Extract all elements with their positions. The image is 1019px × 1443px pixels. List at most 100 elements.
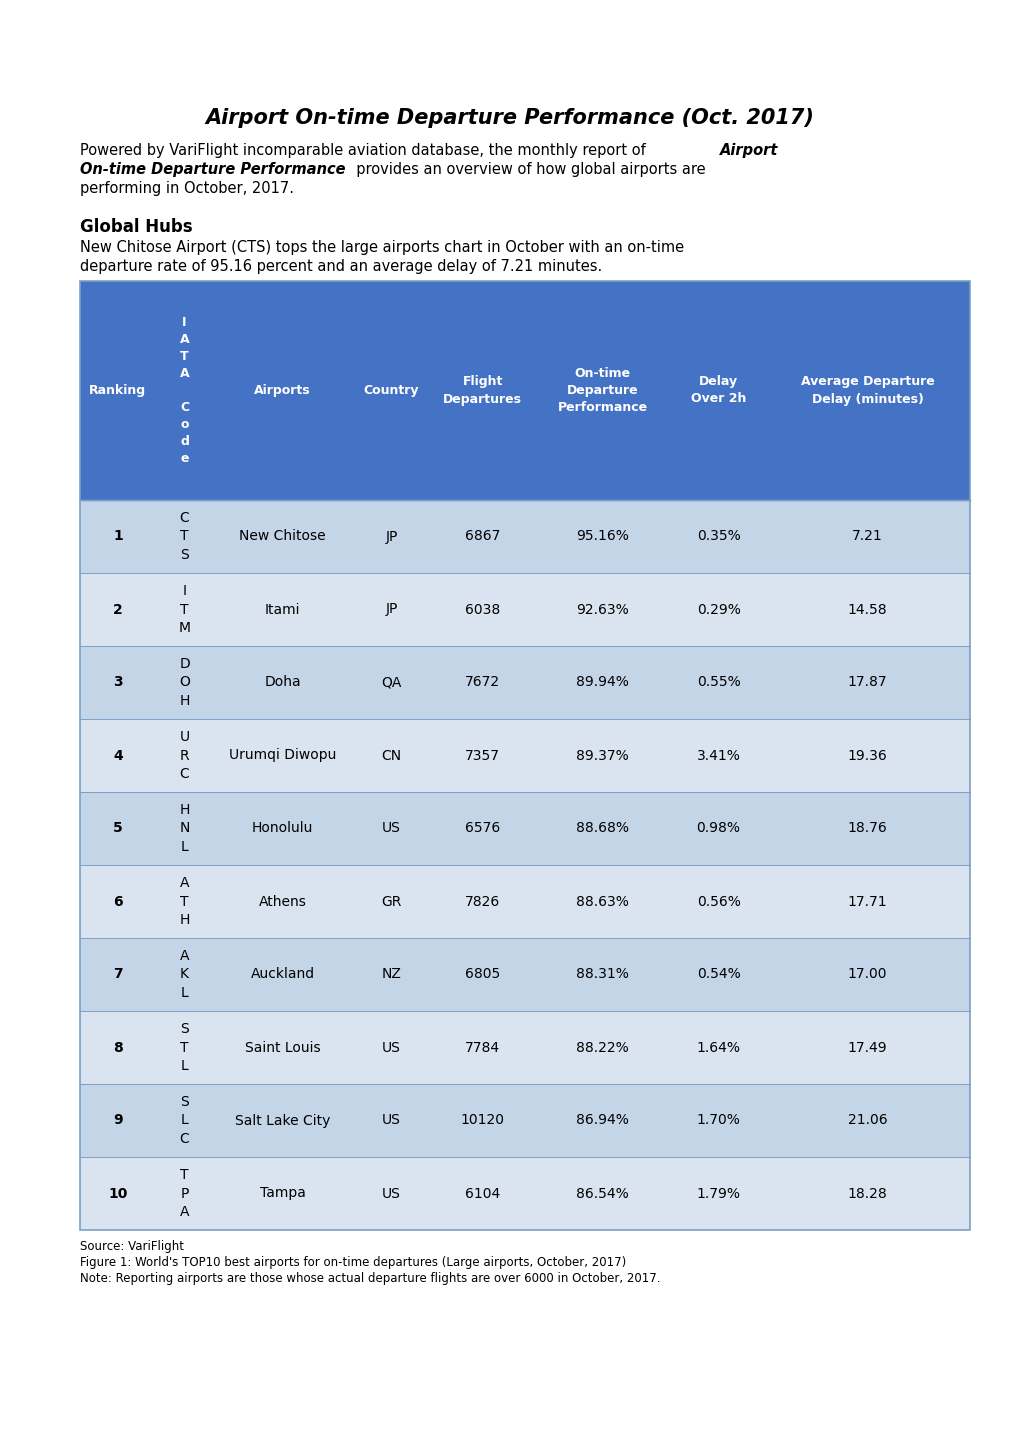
Text: 86.54%: 86.54% bbox=[576, 1186, 629, 1201]
Text: Airports: Airports bbox=[254, 384, 311, 397]
Text: 92.63%: 92.63% bbox=[576, 603, 629, 616]
Text: 10120: 10120 bbox=[461, 1114, 504, 1127]
Text: C
T
S: C T S bbox=[179, 511, 190, 561]
Text: 0.54%: 0.54% bbox=[696, 967, 740, 981]
Text: 14.58: 14.58 bbox=[847, 603, 887, 616]
Text: 21.06: 21.06 bbox=[847, 1114, 887, 1127]
Text: Delay
Over 2h: Delay Over 2h bbox=[690, 375, 746, 405]
Text: New Chitose: New Chitose bbox=[238, 530, 325, 544]
Text: I
A
T
A

C
o
d
e: I A T A C o d e bbox=[179, 316, 190, 465]
Text: departure rate of 95.16 percent and an average delay of 7.21 minutes.: departure rate of 95.16 percent and an a… bbox=[79, 258, 601, 274]
Text: 6104: 6104 bbox=[465, 1186, 500, 1201]
Text: 8: 8 bbox=[113, 1040, 122, 1055]
Text: A
T
H: A T H bbox=[179, 876, 190, 926]
Bar bbox=[79, 1084, 969, 1157]
Text: Global Hubs: Global Hubs bbox=[79, 218, 193, 237]
Text: H
N
L: H N L bbox=[179, 804, 190, 854]
Text: Powered by VariFlight incomparable aviation database, the monthly report of: Powered by VariFlight incomparable aviat… bbox=[79, 143, 650, 157]
Text: 95.16%: 95.16% bbox=[576, 530, 629, 544]
Text: 0.98%: 0.98% bbox=[696, 821, 740, 835]
Text: Airport On-time Departure Performance (Oct. 2017): Airport On-time Departure Performance (O… bbox=[206, 108, 813, 128]
Text: US: US bbox=[382, 1186, 400, 1201]
Text: 7.21: 7.21 bbox=[852, 530, 882, 544]
Text: 3.41%: 3.41% bbox=[696, 749, 740, 762]
Text: 88.63%: 88.63% bbox=[576, 895, 629, 909]
Text: QA: QA bbox=[381, 675, 401, 690]
Text: GR: GR bbox=[381, 895, 401, 909]
Text: 88.31%: 88.31% bbox=[576, 967, 629, 981]
Bar bbox=[79, 938, 969, 1012]
Text: On-time
Departure
Performance: On-time Departure Performance bbox=[557, 367, 647, 414]
Text: 1.79%: 1.79% bbox=[696, 1186, 740, 1201]
Text: 2: 2 bbox=[113, 603, 122, 616]
Text: 89.94%: 89.94% bbox=[576, 675, 629, 690]
Text: 6805: 6805 bbox=[465, 967, 500, 981]
Text: 0.29%: 0.29% bbox=[696, 603, 740, 616]
Text: Honolulu: Honolulu bbox=[252, 821, 313, 835]
Text: 7357: 7357 bbox=[465, 749, 499, 762]
Text: 3: 3 bbox=[113, 675, 122, 690]
Text: 17.87: 17.87 bbox=[847, 675, 887, 690]
Text: 7: 7 bbox=[113, 967, 122, 981]
Text: Figure 1: World's TOP10 best airports for on-time departures (Large airports, Oc: Figure 1: World's TOP10 best airports fo… bbox=[79, 1255, 626, 1268]
Text: 88.68%: 88.68% bbox=[576, 821, 629, 835]
Text: 6: 6 bbox=[113, 895, 122, 909]
Text: 17.49: 17.49 bbox=[847, 1040, 887, 1055]
Bar bbox=[79, 646, 969, 719]
Text: 18.76: 18.76 bbox=[847, 821, 887, 835]
Text: Ranking: Ranking bbox=[90, 384, 147, 397]
Bar bbox=[79, 864, 969, 938]
Text: Auckland: Auckland bbox=[251, 967, 314, 981]
Text: 0.35%: 0.35% bbox=[696, 530, 740, 544]
Text: 10: 10 bbox=[108, 1186, 127, 1201]
Bar bbox=[79, 281, 969, 1229]
Text: 17.00: 17.00 bbox=[847, 967, 887, 981]
Text: U
R
C: U R C bbox=[179, 730, 190, 781]
Text: Country: Country bbox=[364, 384, 419, 397]
Text: 0.56%: 0.56% bbox=[696, 895, 740, 909]
Text: I
T
M: I T M bbox=[178, 584, 191, 635]
Text: 6038: 6038 bbox=[465, 603, 500, 616]
Bar bbox=[79, 281, 969, 501]
Text: Doha: Doha bbox=[264, 675, 301, 690]
Text: 7672: 7672 bbox=[465, 675, 499, 690]
Bar bbox=[79, 719, 969, 792]
Text: performing in October, 2017.: performing in October, 2017. bbox=[79, 180, 293, 196]
Text: 86.94%: 86.94% bbox=[576, 1114, 629, 1127]
Text: S
L
C: S L C bbox=[179, 1095, 190, 1146]
Text: 9: 9 bbox=[113, 1114, 122, 1127]
Text: Airport: Airport bbox=[719, 143, 777, 157]
Bar bbox=[79, 573, 969, 646]
Text: On-time Departure Performance: On-time Departure Performance bbox=[79, 162, 345, 177]
Text: 17.71: 17.71 bbox=[847, 895, 887, 909]
Bar bbox=[79, 501, 969, 573]
Text: 1.64%: 1.64% bbox=[696, 1040, 740, 1055]
Text: Flight
Departures: Flight Departures bbox=[443, 375, 522, 405]
Text: NZ: NZ bbox=[381, 967, 401, 981]
Bar bbox=[79, 792, 969, 864]
Text: 6867: 6867 bbox=[465, 530, 500, 544]
Text: Note: Reporting airports are those whose actual departure flights are over 6000 : Note: Reporting airports are those whose… bbox=[79, 1271, 660, 1286]
Text: D
O
H: D O H bbox=[179, 657, 190, 709]
Text: New Chitose Airport (CTS) tops the large airports chart in October with an on-ti: New Chitose Airport (CTS) tops the large… bbox=[79, 240, 684, 255]
Text: Tampa: Tampa bbox=[259, 1186, 305, 1201]
Text: Athens: Athens bbox=[258, 895, 306, 909]
Text: provides an overview of how global airports are: provides an overview of how global airpo… bbox=[346, 162, 705, 177]
Text: Salt Lake City: Salt Lake City bbox=[234, 1114, 330, 1127]
Text: S
T
L: S T L bbox=[180, 1022, 189, 1074]
Text: 1.70%: 1.70% bbox=[696, 1114, 740, 1127]
Text: Average Departure
Delay (minutes): Average Departure Delay (minutes) bbox=[800, 375, 933, 405]
Text: Urumqi Diwopu: Urumqi Diwopu bbox=[228, 749, 336, 762]
Text: T
P
A: T P A bbox=[179, 1167, 190, 1219]
Text: 7784: 7784 bbox=[465, 1040, 499, 1055]
Text: 5: 5 bbox=[113, 821, 122, 835]
Bar bbox=[79, 1012, 969, 1084]
Text: 19.36: 19.36 bbox=[847, 749, 887, 762]
Text: 0.55%: 0.55% bbox=[696, 675, 740, 690]
Text: JP: JP bbox=[385, 530, 397, 544]
Text: US: US bbox=[382, 1114, 400, 1127]
Text: US: US bbox=[382, 1040, 400, 1055]
Text: 6576: 6576 bbox=[465, 821, 500, 835]
Text: 7826: 7826 bbox=[465, 895, 500, 909]
Text: A
K
L: A K L bbox=[179, 949, 190, 1000]
